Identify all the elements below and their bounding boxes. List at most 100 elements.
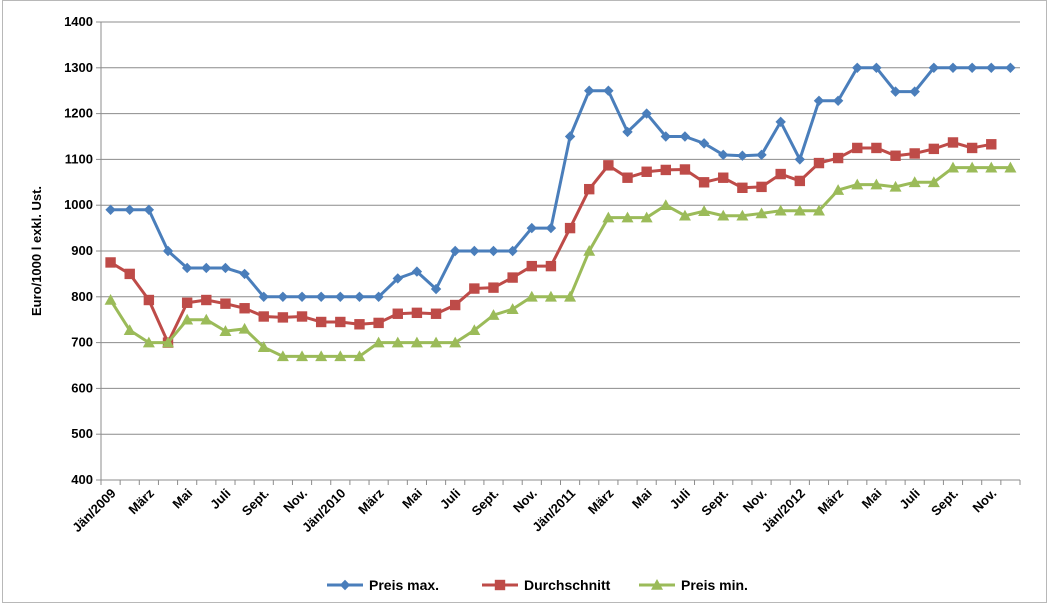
data-point: [583, 245, 596, 256]
data-point: [717, 209, 730, 221]
data-point: [870, 178, 883, 190]
data-point: [277, 312, 289, 323]
legend-marker: [339, 579, 351, 591]
gridlines: [101, 21, 1020, 435]
data-point: [985, 161, 998, 173]
x-tick-label: Nov.: [280, 486, 310, 516]
data-point: [889, 180, 902, 192]
data-point: [239, 303, 250, 314]
x-tick-label: Nov.: [510, 486, 540, 516]
data-point: [296, 291, 308, 302]
data-point: [507, 245, 518, 257]
data-point: [124, 204, 135, 215]
data-point: [1004, 161, 1017, 173]
y-tick-label: 1000: [64, 197, 93, 212]
data-point: [909, 86, 920, 97]
x-tick-label: Mai: [629, 486, 655, 512]
data-point: [469, 245, 480, 257]
x-tick-label: Juli: [207, 486, 233, 512]
data-point: [162, 245, 174, 257]
y-tick-label: 600: [71, 380, 93, 395]
y-tick-label: 1400: [64, 14, 93, 29]
data-point: [487, 309, 500, 320]
data-point: [544, 290, 557, 302]
data-point: [890, 150, 901, 161]
data-point: [201, 262, 212, 274]
axes: [96, 21, 1021, 485]
series-preis-min-: [104, 161, 1017, 362]
data-point: [143, 294, 155, 306]
data-point: [391, 336, 404, 348]
data-point: [832, 184, 845, 195]
data-point: [392, 273, 403, 284]
data-point: [737, 150, 748, 161]
legend-marker: [651, 579, 663, 590]
data-point: [718, 149, 729, 161]
data-point: [679, 164, 691, 175]
data-point: [220, 262, 231, 274]
data-point: [890, 86, 901, 97]
data-point: [104, 294, 117, 305]
legend-item: Preis min.: [639, 577, 748, 593]
data-point: [641, 166, 652, 177]
data-point: [852, 142, 863, 154]
data-point: [373, 317, 384, 329]
data-point: [622, 172, 633, 183]
data-point: [698, 205, 711, 216]
data-point: [564, 222, 576, 234]
data-point: [603, 85, 614, 96]
data-point: [296, 350, 309, 362]
data-point: [181, 262, 193, 274]
data-point: [219, 325, 232, 336]
data-point: [143, 204, 155, 215]
data-point: [162, 336, 175, 348]
data-point: [469, 283, 480, 294]
data-point: [698, 177, 710, 188]
y-tick-label: 1200: [64, 106, 93, 121]
data-point: [239, 268, 250, 280]
x-tick-label: März: [815, 485, 847, 517]
data-point: [258, 291, 269, 302]
data-point: [430, 308, 442, 319]
data-point: [238, 322, 251, 334]
x-tick-label: Juli: [437, 486, 463, 512]
data-point: [813, 95, 825, 106]
data-point: [353, 350, 366, 362]
data-point: [852, 62, 863, 73]
data-point: [335, 291, 346, 302]
data-point: [679, 131, 691, 142]
data-point: [124, 268, 135, 280]
data-point: [928, 62, 940, 73]
legend-item: Durchschnitt: [482, 577, 611, 593]
x-tick-labels: Jän/2009 März Mai Juli Sept. Nov.Jän/2010 März…: [69, 485, 999, 535]
x-tick-label: Juli: [667, 486, 693, 512]
data-point: [201, 294, 212, 306]
x-tick-label: März: [585, 485, 617, 517]
y-tick-label: 800: [71, 289, 93, 304]
data-point: [411, 266, 423, 277]
y-tick-label: 900: [71, 243, 93, 258]
data-point: [909, 148, 920, 159]
data-point: [794, 175, 806, 187]
x-tick-label: Sept.: [239, 486, 272, 519]
data-point: [986, 62, 997, 73]
data-point: [774, 204, 787, 216]
data-point: [775, 116, 786, 128]
data-point: [737, 182, 748, 193]
data-point: [430, 283, 442, 295]
data-point: [584, 85, 595, 96]
data-point: [794, 154, 806, 165]
data-point: [315, 350, 328, 362]
data-point: [660, 164, 672, 176]
data-point: [871, 142, 882, 154]
data-point: [525, 290, 538, 302]
data-point: [488, 282, 499, 293]
data-point: [392, 308, 403, 319]
data-point: [181, 297, 193, 308]
x-tick-label: Jän/2009: [69, 486, 118, 535]
data-point: [813, 157, 825, 169]
data-point: [678, 209, 691, 221]
data-point: [947, 137, 959, 148]
data-point: [793, 204, 806, 216]
